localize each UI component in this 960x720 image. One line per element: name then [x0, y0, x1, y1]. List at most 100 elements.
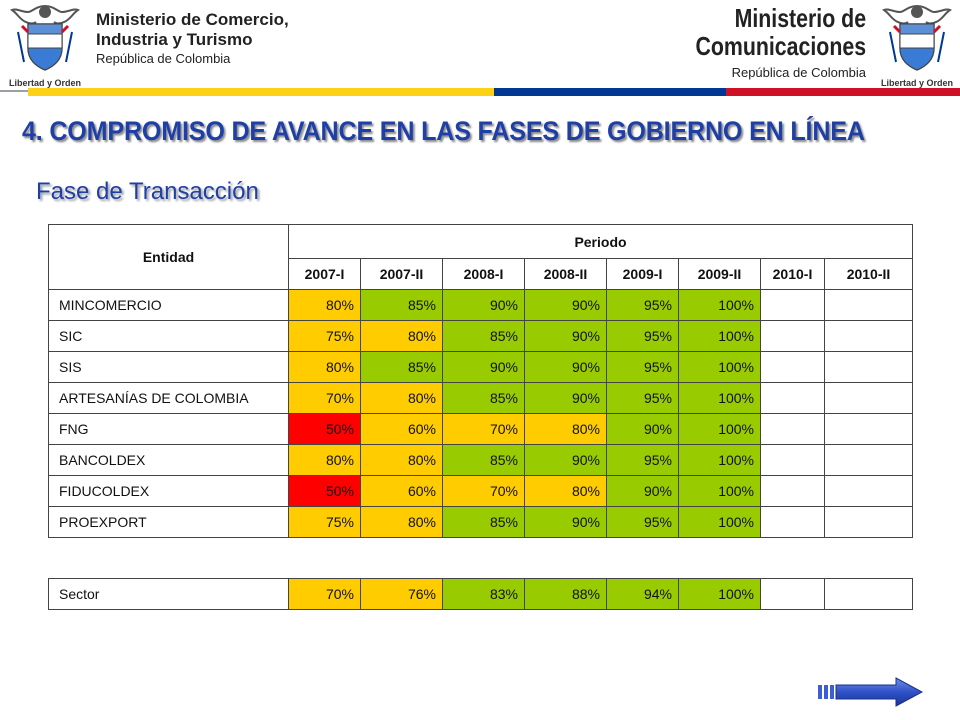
period-header: 2010-I — [760, 258, 825, 290]
org-country: República de Colombia — [96, 51, 231, 66]
org-name-line2: Comunicaciones — [695, 31, 866, 61]
colombia-crest-logo-left: Libertad y Orden — [8, 2, 82, 88]
progress-value-cell: 95% — [606, 444, 679, 476]
progress-value-cell — [760, 444, 825, 476]
progress-value-cell: 50% — [288, 475, 361, 507]
progress-value-cell: 80% — [288, 444, 361, 476]
period-column-header: Periodo — [288, 224, 913, 259]
progress-value-cell — [760, 320, 825, 352]
entity-name-cell: MINCOMERCIO — [48, 289, 289, 321]
compliance-table: Entidad Periodo 2007-I 2007-II 2008-I 20… — [48, 224, 913, 538]
entity-name-cell: PROEXPORT — [48, 506, 289, 538]
period-header: 2009-II — [678, 258, 761, 290]
period-header: 2007-II — [360, 258, 443, 290]
progress-value-cell: 95% — [606, 382, 679, 414]
progress-value-cell: 80% — [524, 475, 607, 507]
table-body: MINCOMERCIO 80% 85% 90% 90% 95% 100% SIC 75% 80% 8… — [48, 289, 913, 538]
page-title: 4. COMPROMISO DE AVANCE EN LAS FASES DE … — [22, 116, 865, 146]
entity-name-cell: FNG — [48, 413, 289, 445]
progress-value-cell: 75% — [288, 320, 361, 352]
progress-value-cell: 95% — [606, 506, 679, 538]
progress-value-cell: 90% — [524, 320, 607, 352]
table-row: PROEXPORT 75% 80% 85% 90% 95% 100% — [48, 506, 913, 538]
progress-value-cell: 100% — [678, 475, 761, 507]
org-country: República de Colombia — [731, 65, 866, 80]
org-name-line1: Ministerio de — [734, 3, 866, 33]
period-header: 2008-II — [524, 258, 607, 290]
flag-red-segment — [726, 88, 960, 96]
progress-value-cell — [760, 351, 825, 383]
colombia-crest-logo-right: Libertad y Orden — [880, 2, 954, 88]
next-slide-button[interactable] — [816, 676, 924, 708]
progress-value-cell — [760, 475, 825, 507]
crest-motto-left: Libertad y Orden — [8, 78, 81, 88]
period-header: 2008-I — [442, 258, 525, 290]
progress-value-cell: 60% — [360, 475, 443, 507]
progress-value-cell: 85% — [442, 506, 525, 538]
progress-value-cell: 80% — [360, 382, 443, 414]
flag-bar-lead — [0, 90, 28, 92]
mincomercio-org-name: Ministerio de Comercio, Industria y Turi… — [96, 10, 289, 67]
progress-value-cell: 85% — [360, 351, 443, 383]
mincomunicaciones-org-name: Ministerio de Comunicaciones República d… — [658, 4, 866, 82]
period-header: 2007-I — [288, 258, 361, 290]
crest-motto-right: Libertad y Orden — [880, 78, 953, 88]
table-row: FIDUCOLDEX 50% 60% 70% 80% 90% 100% — [48, 475, 913, 507]
progress-value-cell: 100% — [678, 382, 761, 414]
sector-value-cell: 83% — [442, 578, 525, 610]
progress-value-cell: 80% — [524, 413, 607, 445]
progress-value-cell — [824, 320, 913, 352]
table-row: SIS 80% 85% 90% 90% 95% 100% — [48, 351, 913, 383]
table-row: SIC 75% 80% 85% 90% 95% 100% — [48, 320, 913, 352]
progress-value-cell — [824, 413, 913, 445]
progress-value-cell: 90% — [606, 475, 679, 507]
progress-value-cell — [760, 413, 825, 445]
entity-column-header: Entidad — [48, 224, 289, 290]
progress-value-cell — [760, 506, 825, 538]
sector-value-cell — [760, 578, 825, 610]
progress-value-cell: 70% — [288, 382, 361, 414]
progress-value-cell: 100% — [678, 444, 761, 476]
progress-value-cell — [824, 444, 913, 476]
progress-value-cell: 90% — [524, 351, 607, 383]
progress-value-cell: 90% — [524, 444, 607, 476]
progress-value-cell: 80% — [288, 351, 361, 383]
progress-value-cell: 60% — [360, 413, 443, 445]
sector-value-cell — [824, 578, 913, 610]
sector-value-cell: 100% — [678, 578, 761, 610]
period-header-row: 2007-I 2007-II 2008-I 2008-II 2009-I 200… — [49, 258, 913, 290]
arrow-right-icon — [818, 677, 924, 707]
progress-value-cell: 90% — [524, 289, 607, 321]
sector-value-cell: 70% — [288, 578, 361, 610]
flag-yellow-segment — [28, 88, 494, 96]
entity-name-cell: FIDUCOLDEX — [48, 475, 289, 507]
progress-value-cell — [824, 289, 913, 321]
progress-value-cell — [760, 382, 825, 414]
progress-value-cell: 85% — [360, 289, 443, 321]
flag-blue-segment — [494, 88, 726, 96]
coat-of-arms-icon — [882, 5, 952, 71]
progress-value-cell: 90% — [442, 351, 525, 383]
progress-value-cell — [760, 289, 825, 321]
progress-value-cell: 80% — [360, 444, 443, 476]
table-row: ARTESANÍAS DE COLOMBIA 70% 80% 85% 90% 95% 100… — [48, 382, 913, 414]
sector-value-cell: 88% — [524, 578, 607, 610]
progress-value-cell: 80% — [288, 289, 361, 321]
sector-value-cell: 94% — [606, 578, 679, 610]
entity-name-cell: SIC — [48, 320, 289, 352]
period-header: 2010-II — [824, 258, 913, 290]
progress-value-cell: 100% — [678, 351, 761, 383]
flag-color-bar — [0, 88, 960, 96]
entity-name-cell: ARTESANÍAS DE COLOMBIA — [48, 382, 289, 414]
progress-value-cell — [824, 351, 913, 383]
sector-value-cell: 76% — [360, 578, 443, 610]
progress-value-cell: 100% — [678, 320, 761, 352]
table-row: MINCOMERCIO 80% 85% 90% 90% 95% 100% — [48, 289, 913, 321]
sector-summary-table: Sector 70% 76% 83% 88% 94% 100% — [48, 578, 913, 610]
progress-value-cell: 95% — [606, 289, 679, 321]
progress-value-cell: 95% — [606, 320, 679, 352]
progress-value-cell — [824, 475, 913, 507]
progress-value-cell: 85% — [442, 444, 525, 476]
progress-value-cell: 90% — [606, 413, 679, 445]
table-row: FNG 50% 60% 70% 80% 90% 100% — [48, 413, 913, 445]
